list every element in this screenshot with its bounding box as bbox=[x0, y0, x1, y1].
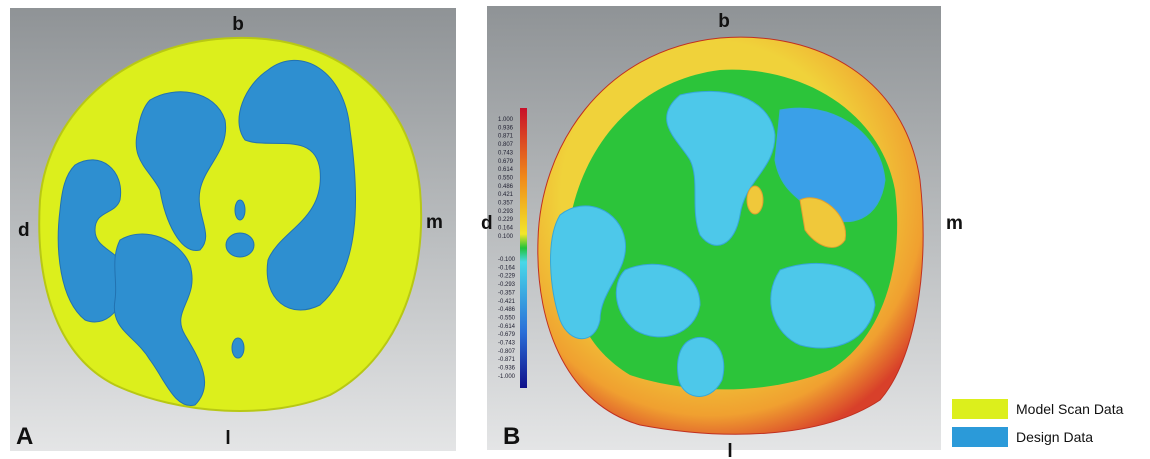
scale-label: -0.164 bbox=[498, 265, 516, 271]
direction-label: l bbox=[727, 441, 732, 459]
scale-label: 0.743 bbox=[498, 150, 514, 156]
scale-label: 0.164 bbox=[498, 226, 514, 232]
scale-label: -0.550 bbox=[498, 315, 516, 321]
scale-label: -1.000 bbox=[498, 374, 516, 380]
scale-label: -0.229 bbox=[498, 274, 516, 280]
scale-label: 0.936 bbox=[498, 125, 514, 131]
legend: Model Scan Data Design Data bbox=[952, 399, 1124, 447]
scale-label: -0.936 bbox=[498, 366, 516, 372]
direction-label: m bbox=[426, 212, 443, 233]
scale-label: -0.871 bbox=[498, 357, 516, 363]
scale-label: 0.421 bbox=[498, 192, 514, 198]
direction-label: l bbox=[225, 428, 230, 449]
scale-label: 0.293 bbox=[498, 209, 514, 215]
scale-label: 0.100 bbox=[498, 234, 514, 240]
panel-label: B bbox=[503, 423, 520, 450]
panel-label: A bbox=[16, 423, 33, 450]
scale-label: -0.743 bbox=[498, 341, 516, 347]
scale-label: -0.357 bbox=[498, 290, 516, 296]
scale-label: 0.679 bbox=[498, 159, 514, 165]
direction-label: m bbox=[946, 213, 963, 234]
direction-label: d bbox=[481, 213, 493, 234]
scale-label: -0.614 bbox=[498, 324, 516, 330]
scale-label: -0.679 bbox=[498, 332, 516, 338]
scale-label: -0.421 bbox=[498, 299, 516, 305]
legend-swatch bbox=[952, 399, 1008, 419]
scale-label: -0.100 bbox=[498, 257, 516, 263]
direction-label: b bbox=[232, 14, 244, 35]
scale-label: -0.293 bbox=[498, 282, 516, 288]
legend-label: Design Data bbox=[1016, 429, 1093, 445]
scale-label: 0.871 bbox=[498, 134, 514, 140]
legend-swatch bbox=[952, 427, 1008, 447]
scale-label: 0.807 bbox=[498, 142, 514, 148]
legend-label: Model Scan Data bbox=[1016, 401, 1124, 417]
figure: b d m l A 1.000 0.936 0.871 0.807 0.743 0.679… bbox=[0, 0, 1150, 459]
tooth-scan bbox=[39, 38, 421, 411]
scale-label: 0.357 bbox=[498, 201, 514, 207]
scale-label: 1.000 bbox=[498, 117, 514, 123]
direction-label: d bbox=[18, 220, 30, 241]
direction-label: b bbox=[718, 11, 730, 32]
scale-label: 0.229 bbox=[498, 217, 514, 223]
scale-label: -0.807 bbox=[498, 349, 516, 355]
scale-label: 0.614 bbox=[498, 167, 514, 173]
color-scale-bar bbox=[520, 108, 527, 388]
scale-label: 0.550 bbox=[498, 175, 514, 181]
scale-label: 0.486 bbox=[498, 184, 514, 190]
scale-label: -0.486 bbox=[498, 307, 516, 313]
